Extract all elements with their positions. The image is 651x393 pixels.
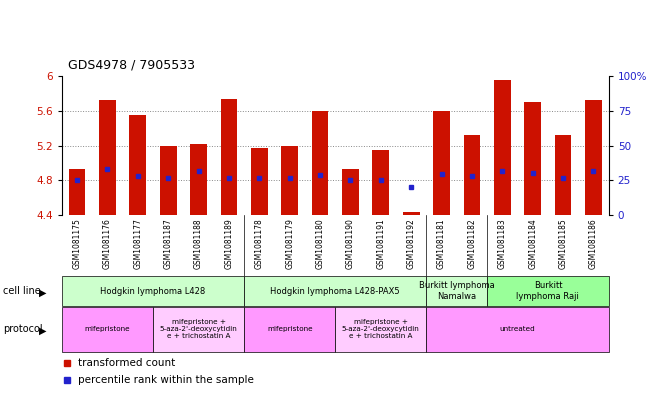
Text: GSM1081192: GSM1081192	[407, 219, 416, 269]
Text: GSM1081185: GSM1081185	[559, 219, 568, 269]
Bar	[244, 307, 335, 352]
Text: GSM1081188: GSM1081188	[194, 219, 203, 269]
Text: GSM1081176: GSM1081176	[103, 219, 112, 269]
Text: GSM1081191: GSM1081191	[376, 219, 385, 269]
Bar	[464, 135, 480, 215]
Text: Hodgkin lymphoma L428: Hodgkin lymphoma L428	[100, 286, 206, 296]
Text: GSM1081189: GSM1081189	[225, 219, 234, 269]
Bar	[221, 99, 237, 215]
Text: transformed count: transformed count	[78, 358, 176, 367]
Text: GSM1081181: GSM1081181	[437, 219, 446, 269]
Text: cell line: cell line	[3, 286, 41, 296]
Bar	[525, 102, 541, 215]
Bar	[342, 169, 359, 215]
Text: mifepristone +
5-aza-2'-deoxycytidin
e + trichostatin A: mifepristone + 5-aza-2'-deoxycytidin e +…	[342, 319, 420, 339]
Text: GSM1081182: GSM1081182	[467, 219, 477, 269]
Text: protocol: protocol	[3, 324, 43, 334]
Bar	[99, 100, 116, 215]
Bar	[244, 276, 426, 306]
Bar	[251, 148, 268, 215]
Text: percentile rank within the sample: percentile rank within the sample	[78, 375, 254, 385]
Text: GSM1081186: GSM1081186	[589, 219, 598, 269]
Text: GSM1081177: GSM1081177	[133, 219, 143, 269]
Text: ▶: ▶	[39, 326, 47, 336]
Bar	[190, 144, 207, 215]
Text: Burkitt
lymphoma Raji: Burkitt lymphoma Raji	[516, 281, 579, 301]
Bar	[585, 100, 602, 215]
Bar	[312, 111, 329, 215]
Text: mifepristone +
5-aza-2'-deoxycytidin
e + trichostatin A: mifepristone + 5-aza-2'-deoxycytidin e +…	[159, 319, 238, 339]
Text: GSM1081183: GSM1081183	[498, 219, 507, 269]
Text: ▶: ▶	[39, 288, 47, 298]
Bar	[426, 276, 487, 306]
Text: GSM1081179: GSM1081179	[285, 219, 294, 269]
Bar	[153, 307, 244, 352]
Text: GDS4978 / 7905533: GDS4978 / 7905533	[68, 59, 195, 72]
Text: GSM1081190: GSM1081190	[346, 219, 355, 269]
Bar	[372, 150, 389, 215]
Bar	[403, 212, 419, 215]
Bar	[69, 169, 85, 215]
Bar	[130, 115, 146, 215]
Text: Burkitt lymphoma
Namalwa: Burkitt lymphoma Namalwa	[419, 281, 495, 301]
Bar	[62, 307, 153, 352]
Bar	[281, 147, 298, 215]
Bar	[335, 307, 426, 352]
Text: GSM1081175: GSM1081175	[72, 219, 81, 269]
Text: GSM1081180: GSM1081180	[316, 219, 325, 269]
Bar	[159, 146, 176, 215]
Bar	[555, 135, 572, 215]
Bar	[434, 111, 450, 215]
Text: GSM1081178: GSM1081178	[255, 219, 264, 269]
Text: Hodgkin lymphoma L428-PAX5: Hodgkin lymphoma L428-PAX5	[270, 286, 400, 296]
Text: untreated: untreated	[500, 326, 535, 332]
Text: mifepristone: mifepristone	[267, 326, 312, 332]
Text: mifepristone: mifepristone	[85, 326, 130, 332]
Bar	[487, 276, 609, 306]
Text: GSM1081184: GSM1081184	[528, 219, 537, 269]
Bar	[62, 276, 244, 306]
Text: GSM1081187: GSM1081187	[163, 219, 173, 269]
Bar	[494, 80, 510, 215]
Bar	[426, 307, 609, 352]
